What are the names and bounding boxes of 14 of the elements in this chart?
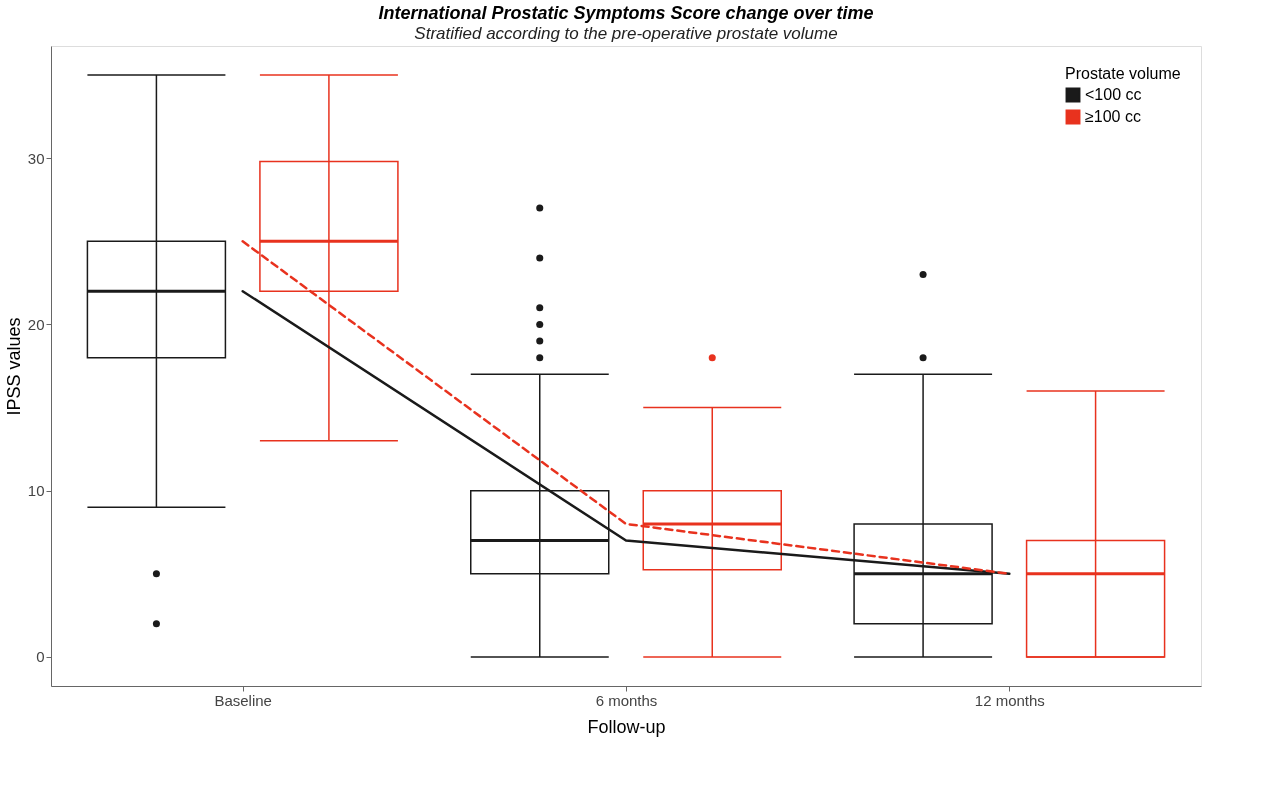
y-tick-label: 0 [36, 648, 45, 666]
y-tick-label: 20 [27, 315, 45, 333]
y-tick-label: 10 [27, 482, 45, 500]
y-axis-title: IPSS values [3, 317, 24, 416]
y-tick-label: 30 [27, 149, 45, 167]
x-axis-title: Follow-up [587, 716, 666, 737]
x-tick-label: Baseline [214, 691, 272, 709]
legend-label: ≥100 cc [1085, 108, 1141, 125]
chart-subtitle: Stratified according to the pre-operative prostate volume [414, 24, 838, 43]
legend-title: Prostate volume [1065, 65, 1181, 82]
x-tick-label: 12 months [974, 691, 1045, 709]
chart-title: International Prostatic Symptoms Score change over time [378, 3, 874, 23]
x-tick-label: 6 months [595, 691, 658, 709]
legend-label: <100 cc [1085, 86, 1142, 103]
